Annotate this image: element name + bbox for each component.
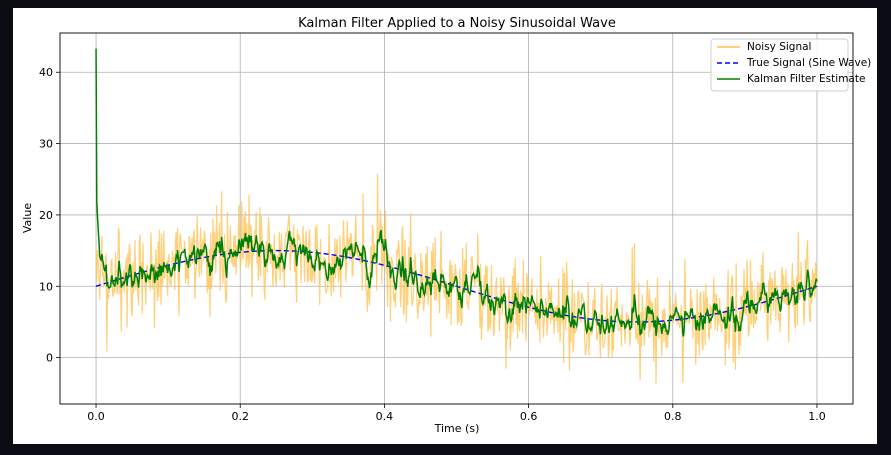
y-tick-label: 20 [39, 209, 53, 222]
y-axis-label: Value [21, 203, 34, 233]
series-kalman-estimate [95, 48, 818, 337]
chart-figure: Kalman Filter Applied to a Noisy Sinusoi… [13, 8, 877, 444]
plot-frame [59, 32, 854, 405]
x-tick-label: 0.8 [664, 410, 682, 423]
grid-lines [60, 33, 853, 404]
legend-label-noisy: Noisy Signal [747, 41, 811, 53]
x-tick-label: 1.0 [808, 410, 826, 423]
x-tick-label: 0.0 [87, 410, 105, 423]
x-tick-label: 0.2 [231, 410, 249, 423]
legend: Noisy Signal True Signal (Sine Wave) Kal… [710, 38, 871, 92]
y-tick-label: 40 [39, 66, 53, 79]
x-axis-label: Time (s) [434, 422, 480, 435]
x-tick-label: 0.4 [376, 410, 394, 423]
x-tick-label: 0.6 [520, 410, 538, 423]
legend-label-true: True Signal (Sine Wave) [746, 57, 871, 69]
chart-title: Kalman Filter Applied to a Noisy Sinusoi… [298, 16, 616, 31]
x-axis-ticks: 0.0 0.2 0.4 0.6 0.8 1.0 [87, 404, 826, 423]
kalman-chart: Kalman Filter Applied to a Noisy Sinusoi… [21, 16, 871, 435]
y-axis-ticks: 0 10 20 30 40 [39, 66, 60, 365]
y-tick-label: 30 [39, 138, 53, 151]
kalman-estimate-line [95, 48, 818, 337]
y-tick-label: 0 [46, 352, 53, 365]
y-tick-label: 10 [39, 280, 53, 293]
legend-box [710, 38, 849, 92]
legend-label-kalman: Kalman Filter Estimate [747, 73, 865, 85]
